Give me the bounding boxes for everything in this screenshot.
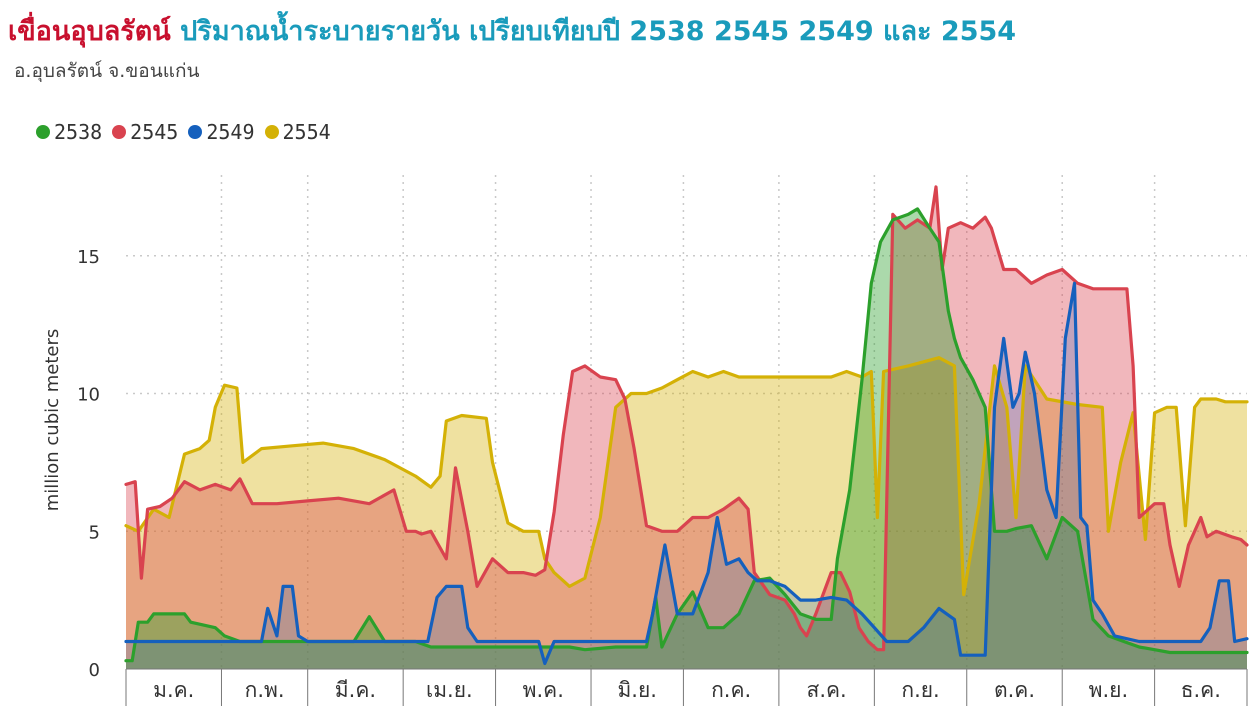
title-dam-name: เขื่อนอุบลรัตน์ xyxy=(8,16,171,47)
x-axis: 0 5 10 15 ม.ค. ก.พ. มี.ค. เม.ย. พ.ค. มิ.ย. ก.ค. ส.ค… xyxy=(77,247,1248,706)
area-2545 xyxy=(126,186,1247,669)
series-areas xyxy=(126,186,1247,669)
legend-item-2538: 2538 xyxy=(36,120,102,144)
y-tick-label: 10 xyxy=(77,385,100,406)
month-label: ก.ย. xyxy=(901,678,939,702)
legend-label-2545: 2545 xyxy=(130,120,179,144)
legend-item-2549: 2549 xyxy=(188,120,255,144)
line-2538 xyxy=(124,207,1249,663)
month-label: พ.ย. xyxy=(1089,678,1129,702)
month-label: ก.ค. xyxy=(711,678,751,702)
month-label: ธ.ค. xyxy=(1181,678,1221,702)
line-2545 xyxy=(124,185,1249,652)
y-tick-label: 5 xyxy=(89,522,100,543)
legend-label-2554: 2554 xyxy=(282,120,331,144)
month-label: มิ.ย. xyxy=(617,678,657,702)
legend-item-2554: 2554 xyxy=(264,120,331,144)
chart-title: เขื่อนอุบลรัตน์ ปริมาณน้ำระบายรายวัน เปร… xyxy=(8,14,1016,50)
legend-label-2538: 2538 xyxy=(54,120,103,144)
line-2549 xyxy=(124,281,1249,666)
month-label: ก.พ. xyxy=(245,678,285,702)
y-axis-label: million cubic meters xyxy=(42,329,63,512)
area-2549 xyxy=(126,283,1247,669)
legend-item-2545: 2545 xyxy=(112,120,178,144)
legend-dot-2545 xyxy=(112,125,127,139)
y-tick-label: 0 xyxy=(89,660,100,681)
line-2554 xyxy=(124,356,1249,597)
legend-dot-2549 xyxy=(188,125,203,139)
month-label: ม.ค. xyxy=(153,678,194,702)
month-label: ส.ค. xyxy=(807,678,847,702)
month-label: ต.ค. xyxy=(994,678,1035,702)
legend-label-2549: 2549 xyxy=(206,120,255,144)
y-tick-label: 15 xyxy=(77,247,100,268)
series-lines xyxy=(124,185,1249,666)
month-label: เม.ย. xyxy=(426,678,473,702)
legend-dot-2554 xyxy=(264,125,279,139)
chart-subtitle: อ.อุบลรัตน์ จ.ขอนแก่น xyxy=(14,60,200,82)
legend: 2538 2545 2549 2554 xyxy=(36,120,331,144)
month-label: พ.ค. xyxy=(523,678,564,702)
area-2538 xyxy=(126,208,1247,669)
area-2554 xyxy=(126,357,1247,669)
legend-dot-2538 xyxy=(36,125,50,139)
month-label: มี.ค. xyxy=(335,678,376,702)
title-description: ปริมาณน้ำระบายรายวัน เปรียบเทียบปี 2538 … xyxy=(180,16,1017,47)
